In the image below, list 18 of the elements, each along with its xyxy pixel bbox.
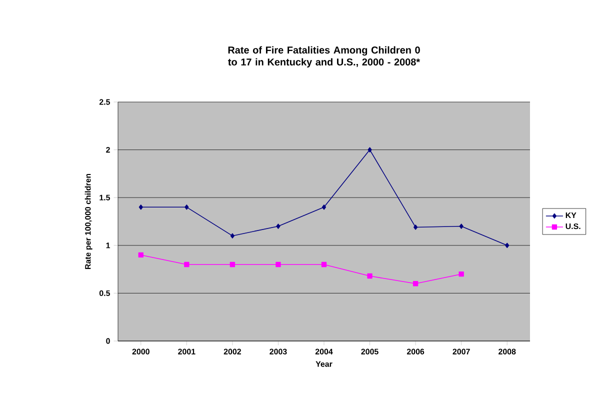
point xyxy=(322,204,326,210)
point xyxy=(184,262,190,268)
point xyxy=(276,224,280,229)
point xyxy=(230,233,234,238)
point xyxy=(368,147,372,152)
point xyxy=(367,273,372,279)
point xyxy=(458,271,464,277)
point xyxy=(412,281,418,286)
point xyxy=(414,224,418,230)
point xyxy=(138,204,143,210)
point xyxy=(230,262,236,268)
point xyxy=(184,204,189,210)
point xyxy=(276,262,281,268)
point xyxy=(138,252,144,258)
point xyxy=(321,262,327,268)
point xyxy=(505,242,510,248)
point xyxy=(459,224,464,229)
chart-title: Rate of Fire Fatalities Among Children 0 to 17 in Kentucky and U.S., 2000 - 2008* xyxy=(228,46,420,68)
